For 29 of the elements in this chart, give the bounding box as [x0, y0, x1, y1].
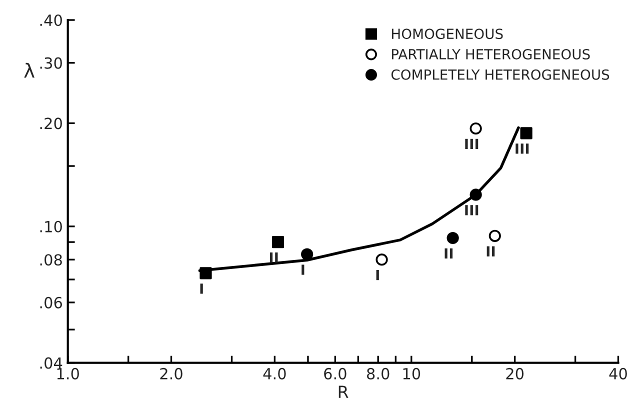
x-tick-label: 40 — [609, 368, 627, 380]
y-tick-label: .30 — [40, 57, 62, 69]
y-tick-label: .04 — [40, 357, 62, 369]
annotation: II — [444, 248, 453, 258]
y-tick-label: .20 — [40, 118, 62, 130]
y-axis-title: λ — [24, 62, 34, 78]
x-axis-title: R — [338, 386, 348, 398]
annotation: III — [465, 205, 478, 216]
annotation: I — [376, 270, 379, 280]
x-tick-label: 20 — [506, 368, 524, 380]
x-tick-label: 1.0 — [57, 368, 79, 380]
annotation: III — [516, 144, 529, 154]
y-tick-label: .06 — [40, 296, 62, 308]
annotation: I — [200, 284, 203, 294]
annotation: II — [270, 252, 278, 263]
legend-label: COMPLETELY HETEROGENEOUS — [391, 69, 610, 80]
x-tick-label: 2.0 — [160, 368, 182, 380]
x-tick-label: 10 — [403, 368, 420, 380]
y-tick-label: .10 — [40, 220, 62, 232]
y-tick-label: .08 — [40, 254, 62, 266]
y-tick-label: .40 — [40, 14, 62, 26]
annotation: I — [302, 264, 304, 275]
annotation: II — [486, 246, 495, 256]
legend-label: HOMOGENEOUS — [392, 28, 503, 40]
annotation: III — [465, 138, 478, 150]
x-tick-label: 8.0 — [366, 368, 390, 380]
x-tick-label: 6.0 — [324, 368, 346, 380]
x-tick-label: 4.0 — [263, 368, 286, 380]
legend-label: PARTIALLY HETEROGENEOUS — [392, 48, 590, 60]
